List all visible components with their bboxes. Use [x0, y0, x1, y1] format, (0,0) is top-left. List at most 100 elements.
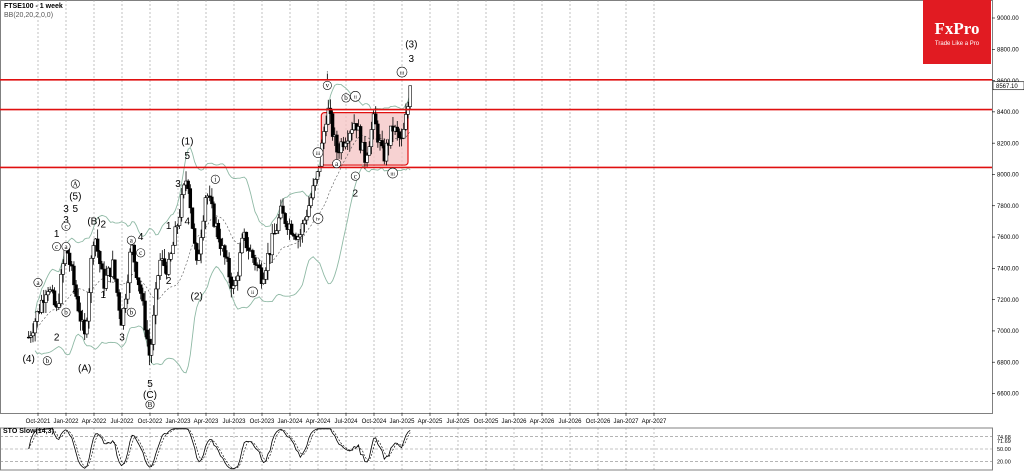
wave-label: 3	[409, 54, 415, 65]
wave-label: 5	[147, 379, 153, 390]
wave-label: b	[130, 309, 134, 317]
candle-up	[302, 219, 307, 225]
sto-tick-label: 71.69	[997, 439, 1011, 445]
x-tick-label: Jul-2024	[334, 419, 358, 425]
candle-down	[143, 300, 147, 331]
x-tick-label: Apr-2026	[530, 419, 555, 425]
candle-down	[246, 247, 251, 251]
wave-label: (4)	[23, 354, 35, 365]
candle-up	[167, 259, 171, 275]
wave-circle	[61, 221, 71, 231]
wave-circle	[332, 159, 342, 169]
candle-down	[74, 284, 78, 297]
fxpro-logo: FxPro Trade Like a Pro	[923, 0, 991, 64]
wave-label: 4	[73, 285, 79, 296]
x-tick-label: Oct-2024	[362, 419, 387, 425]
candle-down	[227, 258, 231, 278]
candle-down	[78, 310, 83, 322]
wave-label: c	[55, 243, 58, 251]
wave-label: 4	[138, 232, 144, 243]
candle-up	[261, 278, 266, 284]
candle-up	[158, 259, 162, 276]
bollinger-middle	[34, 130, 411, 332]
candle-down	[395, 126, 399, 133]
wave-circle	[70, 179, 80, 189]
candle-down	[134, 261, 139, 279]
wave-label: i	[214, 176, 216, 184]
candle-up	[343, 142, 348, 148]
candle-up	[264, 270, 268, 280]
candle-down	[132, 244, 136, 263]
bollinger-lower	[34, 164, 411, 374]
wave-label: 3	[175, 179, 181, 190]
x-tick-label: Jul-2025	[446, 419, 470, 425]
logo-tagline: Trade Like a Pro	[934, 41, 980, 47]
logo-name: FxPro	[934, 19, 980, 38]
candle-up	[365, 154, 369, 163]
wave-label: c	[354, 172, 357, 180]
y-tick-label: 8400.00	[997, 110, 1019, 116]
wave-label: b	[46, 357, 50, 365]
candle-up	[169, 253, 173, 260]
candle-up	[156, 275, 160, 290]
wave-label: i	[326, 71, 328, 82]
wave-circle	[247, 286, 258, 298]
candle-up	[309, 197, 313, 207]
candle-up	[197, 253, 201, 261]
wave-circle	[136, 248, 146, 258]
candle-up	[121, 308, 126, 326]
wave-circle	[387, 167, 398, 179]
candle-up	[384, 142, 389, 162]
wave-circle	[126, 307, 136, 317]
candle-down	[192, 228, 197, 244]
y-tick-label: 8200.00	[997, 141, 1019, 147]
candle-up	[345, 140, 350, 144]
x-tick-label: Jan-2024	[277, 419, 303, 425]
horizontal-levels	[0, 79, 992, 169]
chart-title: FTSE100 - 1 week	[4, 3, 63, 10]
wave-label: (C)	[143, 390, 157, 401]
x-tick-label: Apr-2025	[418, 419, 443, 425]
candle-up	[173, 226, 177, 246]
wave-circle	[312, 213, 324, 224]
candle-down	[70, 264, 74, 267]
wave-label: 1	[54, 229, 60, 240]
candle-up	[266, 253, 270, 271]
candle-up	[231, 285, 236, 289]
candle-up	[326, 107, 330, 125]
candle-up	[324, 123, 328, 132]
candle-down	[335, 134, 339, 153]
candle-up	[151, 314, 156, 345]
x-tick-label: Jan-2026	[501, 419, 527, 425]
y-tick-label: 7800.00	[997, 204, 1019, 210]
wave-label: a	[36, 279, 40, 287]
wave-circle	[322, 80, 332, 90]
candle-down	[117, 292, 121, 311]
candle-down	[67, 252, 72, 265]
candle-up	[408, 85, 412, 107]
candle-up	[313, 179, 318, 187]
candle-up	[89, 257, 93, 293]
candle-up	[104, 275, 108, 289]
candle-down	[113, 259, 117, 280]
y-tick-label: 7200.00	[997, 298, 1019, 304]
wave-label: A	[73, 180, 78, 188]
candle-down	[210, 196, 214, 205]
wave-label: iv	[316, 217, 321, 223]
candle-up	[57, 303, 61, 308]
candle-down	[358, 126, 363, 151]
sto-tick-label: 74.68	[997, 435, 1011, 441]
candle-down	[225, 256, 229, 259]
wave-circle	[61, 242, 71, 252]
price-axis: 6600.00 6800.00 7000.00 7200.00 7400.00 7600.…	[992, 16, 1024, 398]
wave-circle	[145, 400, 155, 410]
x-tick-label: Apr-2027	[642, 419, 667, 425]
y-tick-label: 8800.00	[997, 47, 1019, 53]
candle-up	[274, 230, 279, 234]
x-tick-label: Apr-2023	[194, 419, 219, 425]
wave-label: a	[64, 243, 68, 251]
candle-up	[300, 223, 305, 235]
indicator-label: BB(20,20,2,0,0)	[4, 12, 54, 19]
candle-up	[233, 280, 238, 286]
